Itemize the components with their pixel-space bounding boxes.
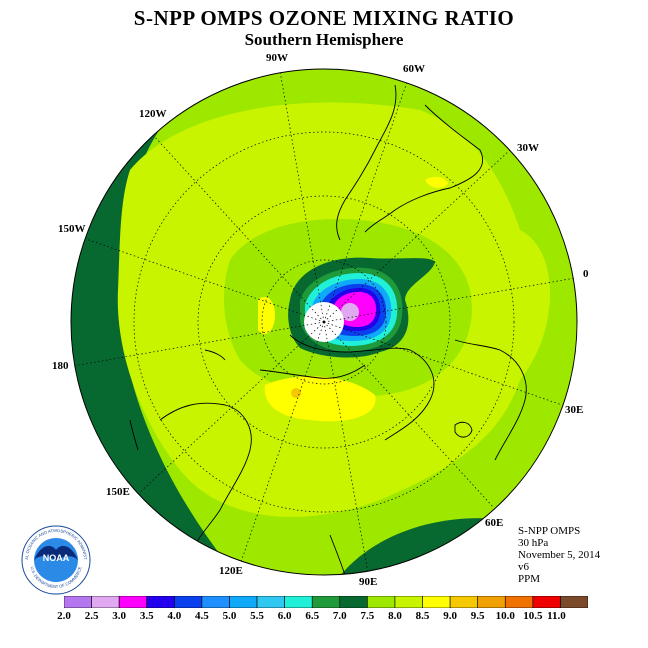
colorbar-swatch [367, 596, 396, 608]
info-date: November 5, 2014 [518, 549, 601, 561]
colorbar-tick-label: 9.5 [470, 610, 485, 622]
colorbar-tick-label: 7.0 [332, 610, 347, 622]
orange-spot [291, 388, 301, 398]
colorbar-swatch [339, 596, 368, 608]
colorbar-tick-label: 5.0 [222, 610, 237, 622]
colorbar-tick-label: 6.5 [305, 610, 320, 622]
colorbar-swatch [146, 596, 175, 608]
colorbar-swatch [118, 596, 148, 608]
colorbar-tick-label: 4.5 [195, 610, 209, 622]
lon-label-60e: 60E [485, 517, 504, 529]
colorbar-swatch [229, 596, 258, 608]
info-units: PPM [518, 573, 541, 585]
colorbar-swatch [560, 596, 588, 608]
colorbar-swatch [532, 596, 561, 608]
map-boundary [70, 68, 578, 576]
colorbar-tick-label: 7.5 [360, 610, 375, 622]
colorbar-swatch [174, 596, 203, 608]
colorbar-tick-label: 5.5 [250, 610, 264, 622]
colorbar-swatch [64, 596, 92, 608]
noaa-logo: NOAA NATIONAL OCEANIC AND ATMOSPHERIC AD… [20, 524, 91, 595]
yellow-patch-north [425, 176, 448, 188]
colorbar-tick-label: 2.0 [57, 610, 71, 622]
lon-label-60w: 60W [403, 63, 425, 75]
colorbar-tick-label: 4.0 [167, 610, 182, 622]
colorbar-tick-label: 8.5 [415, 610, 430, 622]
noaa-logo-text: NOAA [43, 553, 70, 563]
colorbar-swatch [311, 596, 341, 608]
colorbar [64, 596, 588, 608]
colorbar-tick-label: 8.0 [388, 610, 402, 622]
lon-label-30e: 30E [565, 404, 584, 416]
coastlines [129, 84, 527, 575]
lon-label-0: 0 [583, 268, 589, 280]
colorbar-swatch [256, 596, 285, 608]
colorbar-swatch [477, 596, 506, 608]
lon-label-90w: 90W [266, 52, 288, 64]
colorbar-tick-label: 3.5 [139, 610, 154, 622]
lon-label-180: 180 [52, 360, 69, 372]
lon-label-90e: 90E [359, 576, 378, 588]
colorbar-tick-label: 9.0 [443, 610, 457, 622]
info-level: 30 hPa [518, 537, 549, 549]
colorbar-tick-label: 2.5 [84, 610, 99, 622]
lon-label-120e: 120E [219, 565, 243, 577]
colorbar-tick-label: 3.0 [112, 610, 127, 622]
colorbar-swatch [394, 596, 423, 608]
lon-label-120w: 120W [139, 108, 167, 120]
colorbar-tick-label: 10.0 [495, 610, 515, 622]
colorbar-tick-label: 6.0 [277, 610, 292, 622]
colorbar-swatch [504, 596, 534, 608]
info-version: v6 [518, 561, 529, 573]
vortex-lilac [341, 303, 359, 321]
lon-label-30w: 30W [517, 142, 539, 154]
meridians [72, 70, 576, 574]
yellow-patch-south [264, 376, 376, 422]
map-subtitle: Southern Hemisphere [244, 30, 404, 49]
map-title: S-NPP OMPS OZONE MIXING RATIO [133, 6, 515, 30]
info-instrument: S-NPP OMPS [518, 525, 581, 537]
colorbar-swatch [449, 596, 478, 608]
latitude-circles [133, 131, 515, 513]
colorbar-tick-label: 11.0 [547, 610, 566, 622]
yellow-patch-west [258, 296, 275, 335]
lon-label-150w: 150W [58, 223, 86, 235]
colorbar-swatch [201, 596, 230, 608]
colorbar-swatch [284, 596, 313, 608]
colorbar-swatch [422, 596, 451, 608]
lon-label-150e: 150E [106, 486, 130, 498]
colorbar-tick-label: 10.5 [523, 610, 543, 622]
colorbar-swatch [91, 596, 120, 608]
